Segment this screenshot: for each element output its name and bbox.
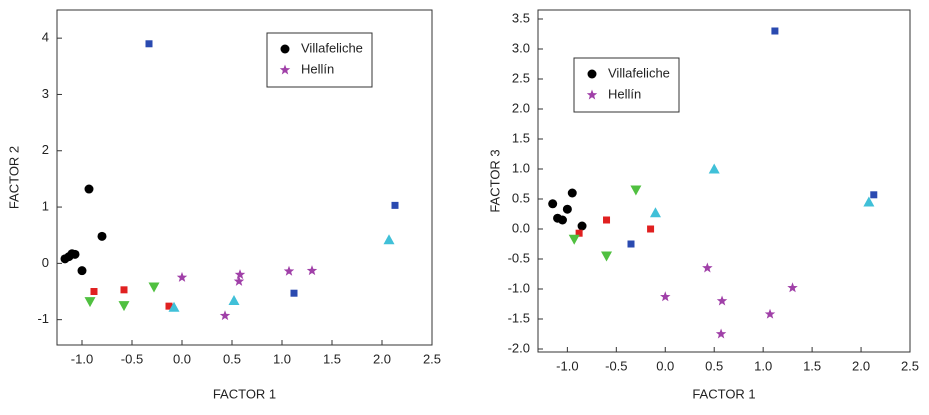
y-tick-label: 0.0 xyxy=(512,220,530,235)
point xyxy=(562,204,572,214)
y-tick-label: 1.0 xyxy=(512,160,530,175)
y-axis-label: FACTOR 3 xyxy=(487,149,502,212)
plot-frame xyxy=(537,9,911,353)
legend-marker xyxy=(280,44,290,54)
x-axis-label: FACTOR 1 xyxy=(692,386,755,401)
point xyxy=(601,251,613,262)
y-tick-label: -1.0 xyxy=(508,280,530,295)
y-tick-label: -2.0 xyxy=(508,340,530,355)
point xyxy=(870,191,878,199)
point xyxy=(575,229,583,237)
point xyxy=(647,225,655,233)
legend-label: Villafeliche xyxy=(301,40,363,55)
y-tick-label: 2.5 xyxy=(512,70,530,85)
point xyxy=(77,266,87,276)
point xyxy=(60,254,70,264)
point xyxy=(290,289,298,297)
point xyxy=(863,196,875,207)
legend-marker xyxy=(587,69,597,79)
legend-marker xyxy=(279,64,291,75)
point xyxy=(771,27,779,35)
point xyxy=(383,234,395,245)
point xyxy=(548,199,558,209)
y-tick-label: 4 xyxy=(42,30,49,45)
point xyxy=(219,310,231,321)
point xyxy=(630,185,642,196)
x-tick-label: 0.5 xyxy=(705,358,723,373)
x-tick-label: 1.0 xyxy=(273,351,291,366)
y-tick-label: 3 xyxy=(42,86,49,101)
y-tick-label: 1 xyxy=(42,198,49,213)
point xyxy=(708,163,720,174)
x-tick-label: -0.5 xyxy=(605,358,627,373)
point xyxy=(120,286,128,294)
point xyxy=(283,265,295,276)
point xyxy=(577,221,587,231)
x-tick-label: 1.5 xyxy=(803,358,821,373)
y-tick-label: 3.0 xyxy=(512,40,530,55)
point xyxy=(84,184,94,194)
x-tick-label: 0.0 xyxy=(656,358,674,373)
legend-label: Villafeliche xyxy=(608,65,670,80)
y-tick-label: 3.5 xyxy=(512,10,530,25)
x-tick-label: 0.0 xyxy=(173,351,191,366)
x-tick-label: -0.5 xyxy=(121,351,143,366)
x-tick-label: 2.5 xyxy=(901,358,919,373)
point xyxy=(118,301,130,312)
y-tick-label: 1.5 xyxy=(512,130,530,145)
point xyxy=(176,271,188,282)
legend-label: Hellín xyxy=(301,61,334,76)
point xyxy=(568,234,580,245)
x-tick-label: 1.0 xyxy=(754,358,772,373)
x-tick-label: 2.0 xyxy=(852,358,870,373)
point xyxy=(660,291,671,302)
point xyxy=(391,201,399,209)
legend-box xyxy=(266,32,373,88)
y-tick-label: -1 xyxy=(37,311,49,326)
point xyxy=(234,269,246,280)
y-tick-label: 0 xyxy=(42,255,49,270)
legend-marker xyxy=(586,89,598,100)
x-tick-label: -1.0 xyxy=(556,358,578,373)
y-tick-label: -1.5 xyxy=(508,310,530,325)
point xyxy=(649,207,661,218)
point xyxy=(603,216,611,224)
point xyxy=(145,40,153,48)
x-tick-label: 1.5 xyxy=(323,351,341,366)
legend-label: Hellín xyxy=(608,86,641,101)
point xyxy=(168,301,180,312)
point xyxy=(306,265,318,276)
x-axis-label: FACTOR 1 xyxy=(213,386,276,401)
y-tick-label: 2.0 xyxy=(512,100,530,115)
point xyxy=(165,302,173,310)
y-tick-label: 2 xyxy=(42,142,49,157)
point xyxy=(627,240,635,248)
plot-frame xyxy=(56,9,433,346)
y-axis-label: FACTOR 2 xyxy=(6,146,21,209)
point xyxy=(702,262,713,273)
point xyxy=(557,215,567,225)
point xyxy=(787,282,798,293)
legend-box xyxy=(573,57,680,113)
point xyxy=(716,295,728,306)
point xyxy=(84,297,96,308)
point xyxy=(233,275,245,286)
point xyxy=(90,288,98,296)
point xyxy=(97,231,107,241)
x-tick-label: 0.5 xyxy=(223,351,241,366)
x-tick-label: 2.0 xyxy=(373,351,391,366)
y-tick-label: -0.5 xyxy=(508,250,530,265)
point xyxy=(567,188,577,198)
point xyxy=(148,282,160,293)
x-tick-label: 2.5 xyxy=(423,351,441,366)
point xyxy=(715,328,727,339)
point xyxy=(228,295,240,306)
y-tick-label: 0.5 xyxy=(512,190,530,205)
point xyxy=(764,308,776,319)
x-tick-label: -1.0 xyxy=(71,351,93,366)
